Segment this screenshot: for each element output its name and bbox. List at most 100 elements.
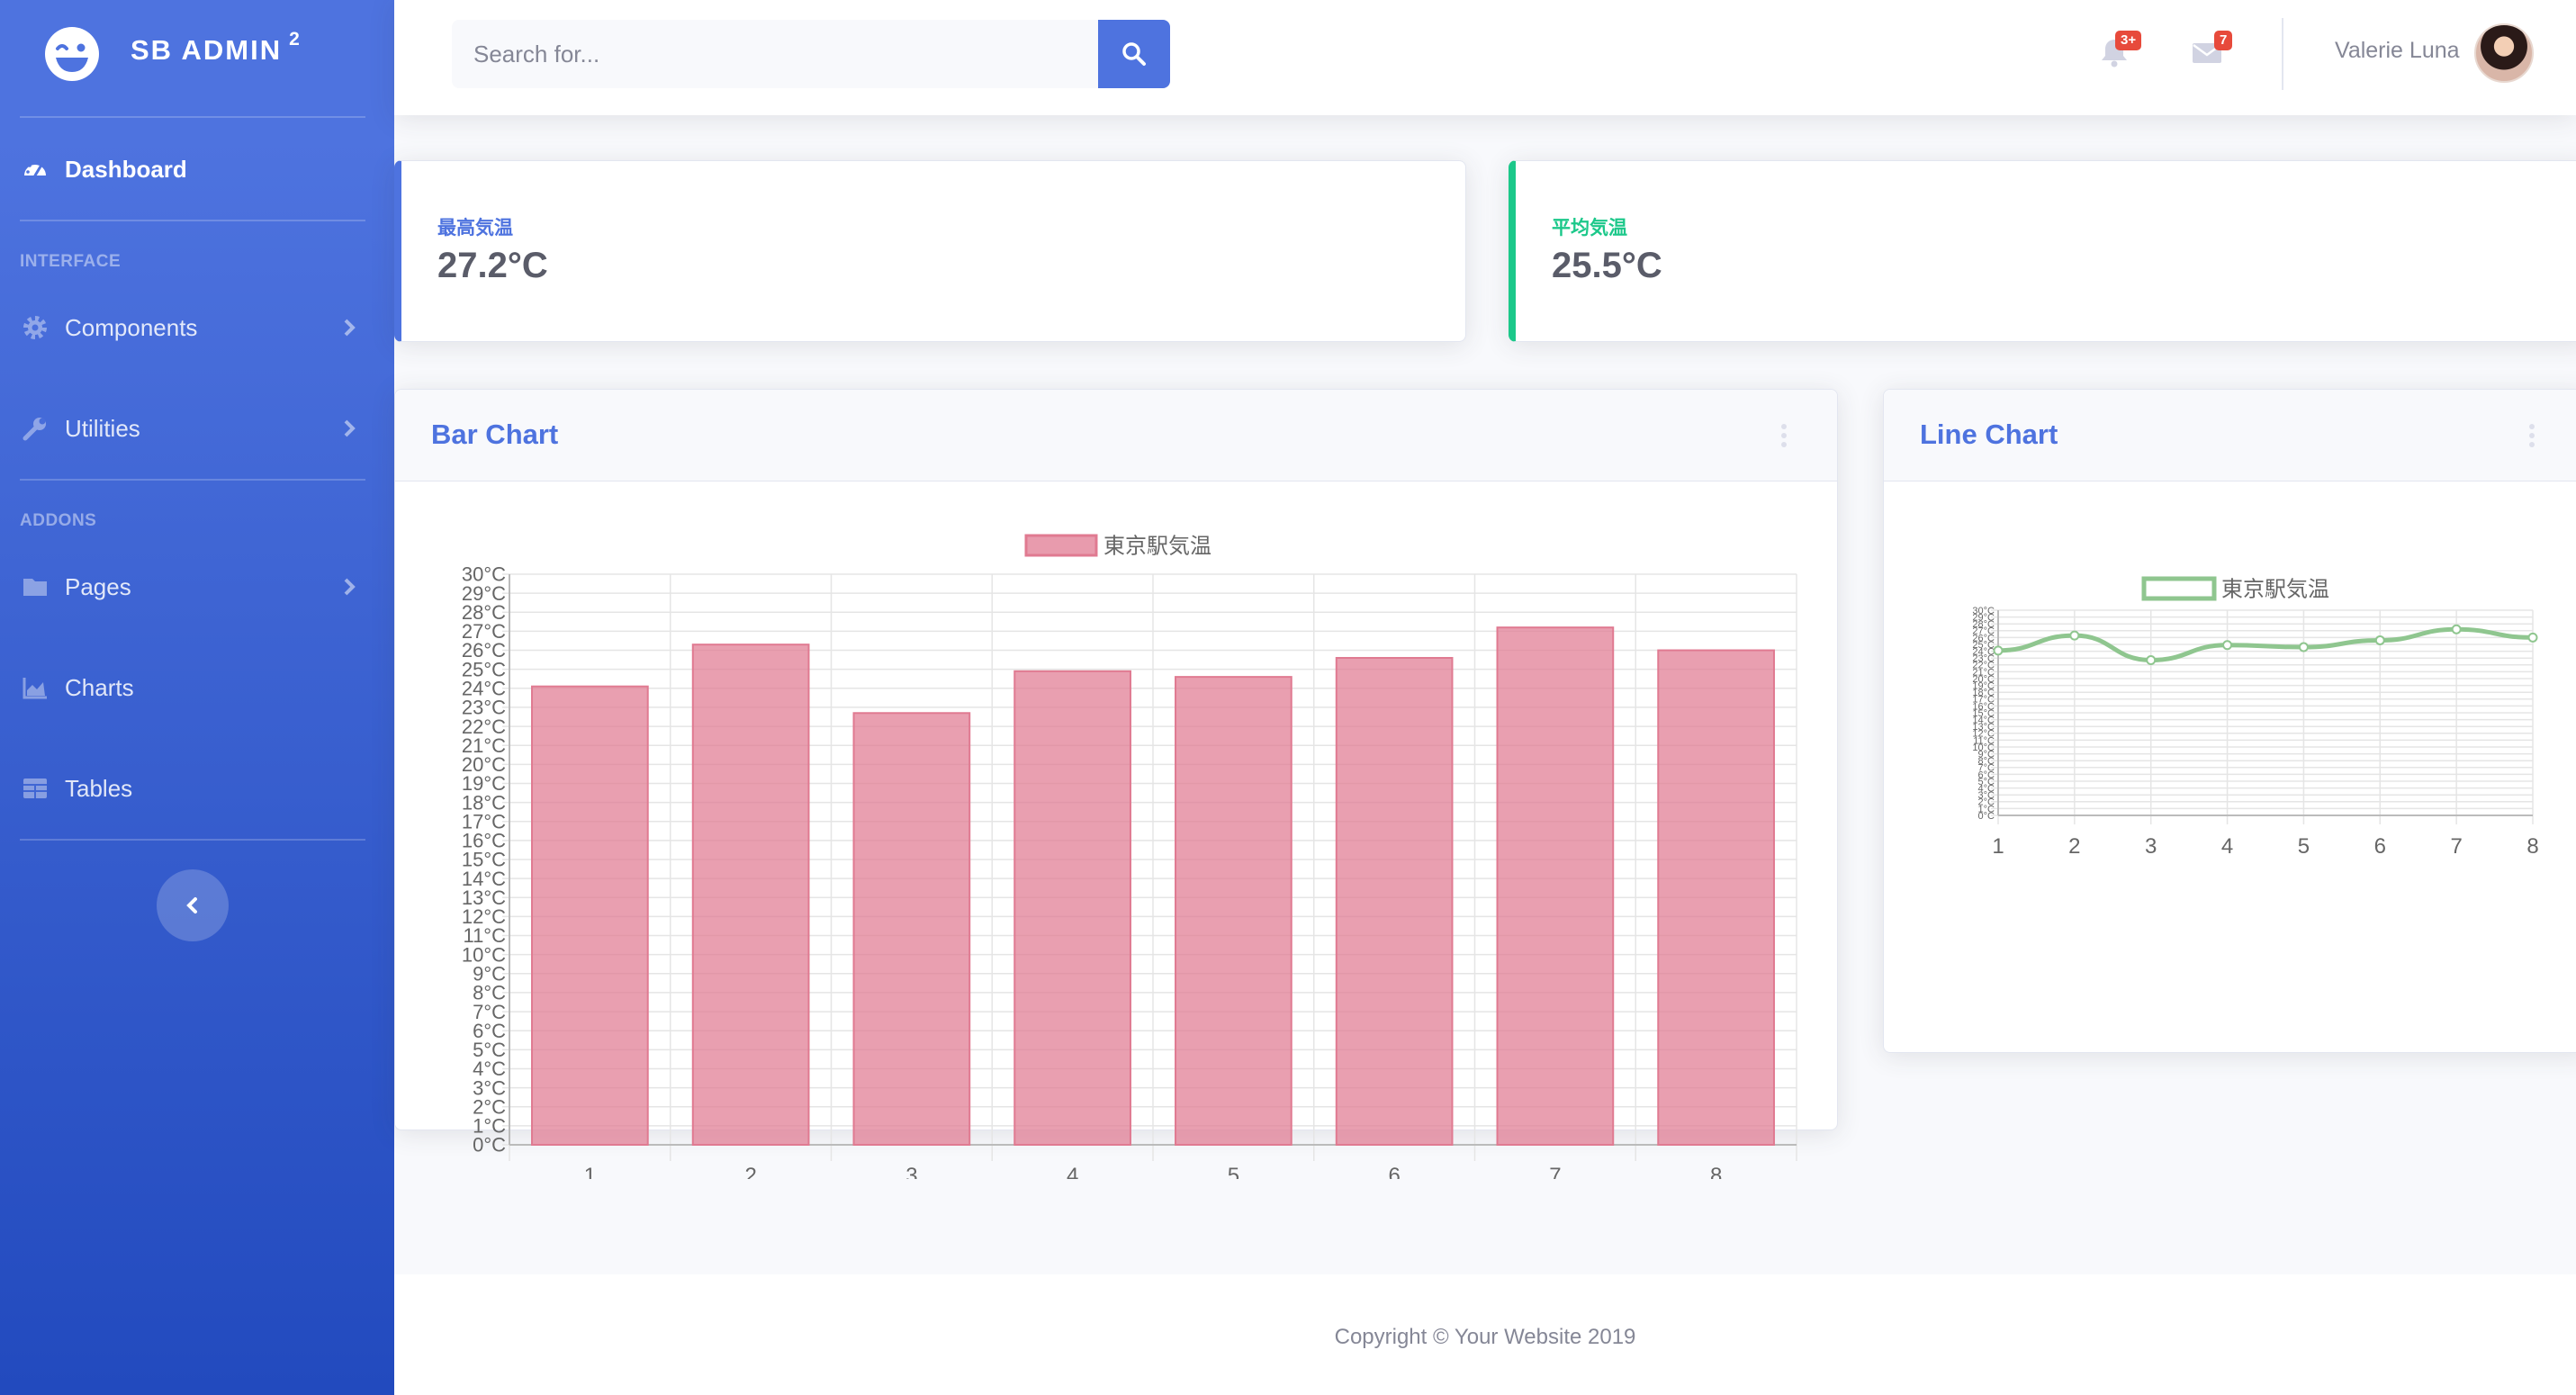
- data-point: [2298, 642, 2309, 652]
- y-tick-label: 20°C: [1972, 674, 1995, 685]
- x-tick-label: 7: [1549, 1164, 1561, 1179]
- data-point: [2451, 624, 2462, 634]
- y-tick-label: 1°C: [473, 1115, 506, 1138]
- y-tick-label: 8°C: [1978, 756, 1995, 767]
- y-tick-label: 3°C: [473, 1076, 506, 1099]
- y-tick-label: 22°C: [462, 716, 506, 738]
- card-title: Bar Chart: [431, 418, 559, 450]
- y-tick-label: 25°C: [1972, 640, 1995, 651]
- sidebar-divider: [20, 116, 365, 118]
- x-tick-label: 8: [2526, 834, 2538, 859]
- y-tick-label: 3°C: [1978, 790, 1995, 801]
- y-tick-label: 26°C: [1972, 633, 1995, 644]
- card-header: Bar Chart: [395, 390, 1837, 482]
- sidebar-item-pages[interactable]: Pages: [0, 551, 394, 623]
- sidebar-divider: [20, 220, 365, 221]
- card-header: Line Chart: [1884, 390, 2576, 482]
- y-tick-label: 6°C: [1978, 770, 1995, 780]
- y-tick-label: 15°C: [462, 849, 506, 871]
- sidebar-item-components[interactable]: Components: [0, 292, 394, 364]
- y-tick-label: 17°C: [462, 810, 506, 832]
- sidebar-item-label: Pages: [65, 572, 131, 600]
- tachometer-icon: [24, 161, 46, 177]
- x-tick-label: 5: [2298, 834, 2310, 859]
- y-tick-label: 7°C: [473, 1001, 506, 1023]
- y-tick-label: 27°C: [462, 620, 506, 643]
- footer-copyright: Copyright © Your Website 2019: [1334, 1325, 1636, 1349]
- x-tick-label: 8: [1710, 1164, 1722, 1179]
- chart-area-icon: [23, 678, 47, 699]
- card-title: Line Chart: [1920, 418, 2058, 450]
- y-tick-label: 4°C: [1978, 783, 1995, 794]
- sidebar-heading-addons: Addons: [20, 511, 97, 530]
- sidebar-item-label: Charts: [65, 673, 134, 701]
- x-tick-label: 5: [1228, 1164, 1239, 1179]
- sidebar-item-tables[interactable]: Tables: [0, 752, 394, 824]
- x-tick-label: 3: [905, 1164, 917, 1179]
- sidebar-item-label: Components: [65, 313, 198, 341]
- y-tick-label: 0°C: [1978, 811, 1995, 822]
- line-chart: 東京駅気温0°C1°C2°C3°C4°C5°C6°C7°C8°C9°C10°C1…: [1972, 576, 2539, 859]
- y-tick-label: 28°C: [462, 601, 506, 624]
- y-tick-label: 26°C: [462, 639, 506, 662]
- chevron-right-icon: [344, 578, 356, 596]
- x-tick-label: 1: [1992, 834, 2004, 859]
- brand-link[interactable]: SB Admin 2: [0, 0, 394, 115]
- footer: Copyright © Your Website 2019: [394, 1274, 2576, 1395]
- stat-card-max-temp: 最高気温 27.2°C: [394, 160, 1466, 342]
- ellipsis-vertical-icon[interactable]: [1779, 422, 1788, 449]
- sidebar-toggle-button[interactable]: [157, 869, 229, 941]
- legend-label: 東京駅気温: [1103, 535, 1211, 559]
- y-tick-label: 11°C: [463, 924, 506, 947]
- ellipsis-vertical-icon[interactable]: [2527, 422, 2536, 449]
- data-point: [2374, 634, 2385, 645]
- y-tick-label: 0°C: [473, 1134, 506, 1156]
- data-point: [2069, 630, 2080, 641]
- y-tick-label: 23°C: [1972, 653, 1995, 664]
- bar: [1657, 649, 1775, 1147]
- y-tick-label: 1°C: [1978, 804, 1995, 814]
- y-tick-label: 14°C: [1972, 715, 1995, 725]
- sidebar-divider: [20, 479, 365, 481]
- avatar[interactable]: [2474, 23, 2534, 83]
- x-tick-label: 6: [1388, 1164, 1400, 1179]
- y-tick-label: 10°C: [1972, 742, 1995, 753]
- chevron-right-icon: [344, 319, 356, 337]
- bar: [1496, 626, 1615, 1146]
- search-icon: [1122, 42, 1146, 66]
- y-tick-label: 2°C: [473, 1095, 506, 1118]
- y-tick-label: 19°C: [462, 772, 506, 795]
- y-tick-label: 23°C: [462, 697, 506, 719]
- sidebar-item-charts[interactable]: Charts: [0, 652, 394, 724]
- chevron-right-icon: [344, 419, 356, 437]
- search-button[interactable]: [1098, 20, 1170, 88]
- bar: [1175, 676, 1293, 1146]
- y-tick-label: 5°C: [473, 1039, 506, 1061]
- user-name[interactable]: Valerie Luna: [2335, 38, 2460, 63]
- y-tick-label: 24°C: [462, 678, 506, 700]
- bar: [691, 644, 810, 1146]
- alerts-badge: 3+: [2115, 31, 2142, 50]
- search-input[interactable]: [452, 20, 1098, 88]
- stat-title: 平均気温: [1552, 218, 1627, 238]
- y-tick-label: 2°C: [1978, 797, 1995, 808]
- topbar: 3+ 7 Valerie Luna: [394, 0, 2576, 115]
- stat-title: 最高気温: [437, 218, 513, 238]
- data-point: [2222, 640, 2233, 651]
- laugh-wink-icon: [45, 27, 99, 81]
- y-tick-label: 15°C: [1972, 708, 1995, 719]
- y-tick-label: 19°C: [1972, 680, 1995, 691]
- x-tick-label: 6: [2374, 834, 2386, 859]
- y-tick-label: 20°C: [462, 753, 506, 776]
- y-tick-label: 25°C: [462, 658, 506, 680]
- y-tick-label: 8°C: [473, 982, 506, 1004]
- sidebar-item-dashboard[interactable]: Dashboard: [0, 133, 394, 205]
- sidebar-item-label: Tables: [65, 774, 133, 802]
- sidebar-item-utilities[interactable]: Utilities: [0, 392, 394, 464]
- y-tick-label: 28°C: [1972, 619, 1995, 630]
- folder-icon: [23, 579, 47, 596]
- y-tick-label: 11°C: [1973, 735, 1995, 746]
- topbar-divider: [2282, 18, 2283, 90]
- y-tick-label: 17°C: [1972, 695, 1995, 706]
- x-tick-label: 4: [1067, 1164, 1078, 1179]
